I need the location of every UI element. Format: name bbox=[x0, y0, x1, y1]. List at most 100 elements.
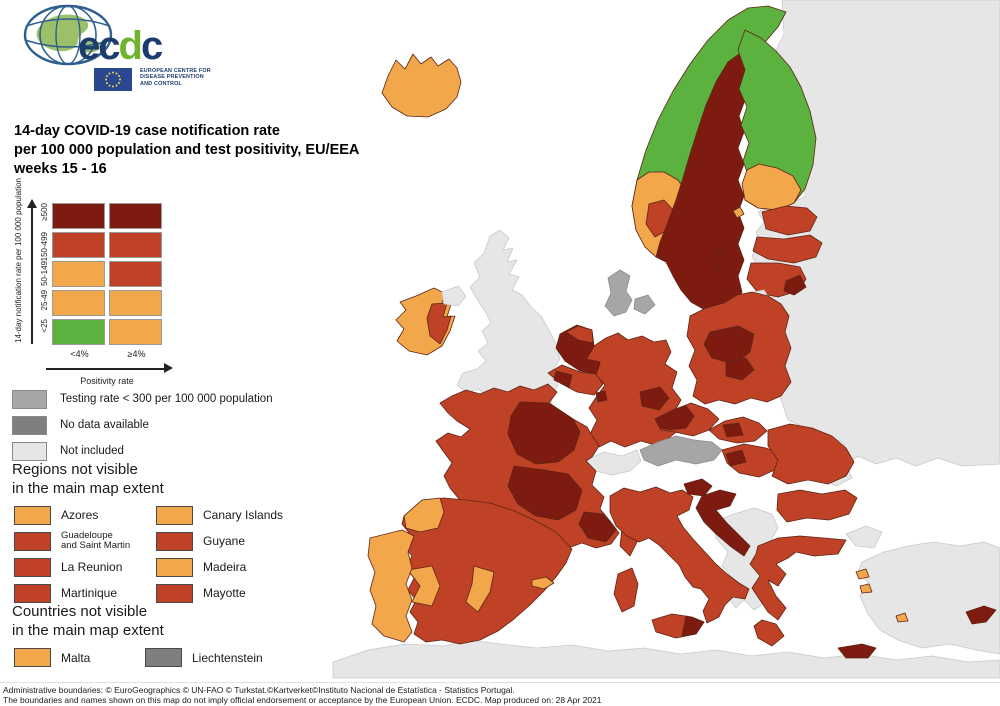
region-legend-swatch bbox=[156, 505, 193, 525]
region-legend-label: Mayotte bbox=[203, 586, 246, 600]
region-legend-swatch bbox=[14, 505, 51, 525]
map-region-belgium_west: Belgium - West bbox=[553, 370, 573, 388]
status-legend: Testing rate < 300 per 100 000 populatio… bbox=[12, 389, 273, 467]
legend-x-axis-arrow bbox=[46, 368, 166, 370]
region-legend-swatch bbox=[156, 531, 193, 551]
legend-matrix-cell bbox=[52, 290, 105, 316]
country-legend-label: Liechtenstein bbox=[192, 650, 263, 665]
status-legend-swatch bbox=[12, 415, 47, 435]
ecdc-org-name: EUROPEAN CENTRE FOR DISEASE PREVENTION A… bbox=[140, 68, 211, 87]
map-region-iceland: Iceland bbox=[381, 53, 462, 118]
map-region-france_southeast: France - Southeast bbox=[578, 511, 617, 543]
status-legend-row: Not included bbox=[12, 441, 273, 461]
status-legend-row: No data available bbox=[12, 415, 273, 435]
map-region-slovenia: Slovenia bbox=[683, 478, 713, 497]
country-legend-label: Malta bbox=[61, 650, 91, 665]
legend-x-axis-arrowhead bbox=[164, 363, 173, 373]
region-legend-label: La Reunion bbox=[61, 560, 123, 574]
region-legend-item: Madeira bbox=[156, 554, 316, 580]
status-legend-label: Testing rate < 300 per 100 000 populatio… bbox=[60, 393, 273, 405]
region-legend-swatch bbox=[156, 557, 193, 577]
map-region-italy: Italy bbox=[609, 486, 750, 624]
legend-row-label: 50-149 bbox=[40, 261, 49, 286]
map-region-sardinia: Sardinia bbox=[613, 567, 639, 613]
map-region-switzerland: Switzerland (not included) bbox=[585, 449, 642, 476]
map-region-turkey: Turkey (not included) bbox=[857, 541, 1000, 655]
map-region-austria: Austria bbox=[639, 435, 723, 467]
map-region-greece: Greece bbox=[749, 535, 847, 621]
region-legend-label: Madeira bbox=[203, 560, 247, 574]
map-region-estonia: Estonia bbox=[761, 205, 818, 236]
country-legend-item: Malta bbox=[14, 648, 90, 667]
map-region-portugal: Portugal bbox=[367, 529, 415, 643]
map-region-gotland: Gotland bbox=[714, 246, 729, 275]
region-legend-item: Canary Islands bbox=[156, 502, 316, 528]
status-legend-row: Testing rate < 300 per 100 000 populatio… bbox=[12, 389, 273, 409]
country-legend-item: Liechtenstein bbox=[145, 648, 263, 667]
region-legend-item: Guadeloupe and Saint Martin bbox=[14, 528, 156, 554]
map-region-aegean_1: Aegean island bbox=[855, 568, 870, 580]
map-footer: Administrative boundaries: © EuroGeograp… bbox=[0, 682, 1000, 706]
status-legend-label: No data available bbox=[60, 419, 149, 431]
legend-y-axis-label: 14-day notification rate per 100 000 pop… bbox=[14, 177, 23, 343]
footer-line1: Administrative boundaries: © EuroGeograp… bbox=[3, 685, 515, 695]
map-region-denmark_jutland: Denmark - Jutland bbox=[604, 269, 633, 317]
legend-matrix: 14-day notification rate per 100 000 pop… bbox=[8, 177, 218, 396]
legend-row-label: <25 bbox=[40, 319, 49, 333]
region-legend-item: Martinique bbox=[14, 580, 156, 606]
map-region-czechia_west: Czechia - West bbox=[654, 405, 695, 431]
country-legend-swatch bbox=[14, 648, 51, 667]
status-legend-swatch bbox=[12, 441, 47, 461]
legend-row-label: 150-499 bbox=[40, 232, 49, 262]
ecdc-wordmark: ecdc bbox=[78, 24, 163, 68]
footer-line2: The boundaries and names shown on this m… bbox=[3, 695, 602, 705]
map-region-france_north: France - North/Centre bbox=[507, 401, 581, 465]
map-region-cyprus: Cyprus bbox=[965, 605, 997, 625]
region-legend-item: La Reunion bbox=[14, 554, 156, 580]
region-legend-label: Canary Islands bbox=[203, 508, 284, 522]
legend-x-axis-label: Positivity rate bbox=[80, 376, 134, 386]
map-region-aland: Åland Islands bbox=[732, 206, 745, 219]
map-region-north_africa: North Africa (not included) bbox=[332, 639, 1000, 679]
map-region-bulgaria: Bulgaria bbox=[776, 489, 858, 523]
legend-matrix-cell bbox=[52, 203, 105, 229]
legend-matrix-cell bbox=[109, 232, 162, 258]
map-region-poland_central_2: Poland - South-central bbox=[725, 357, 755, 381]
map-region-finland_south: Finland - South bbox=[741, 163, 802, 211]
legend-row-label: ≥500 bbox=[40, 203, 49, 221]
map-region-galicia: Spain - Galicia bbox=[403, 497, 445, 533]
map-region-germany_east: Germany - Saxony/Thuringia bbox=[639, 386, 670, 411]
status-legend-label: Not included bbox=[60, 445, 124, 457]
map-title-line1: 14-day COVID-19 case notification rate bbox=[14, 123, 280, 139]
map-region-balearics: Balearic Islands bbox=[531, 576, 555, 590]
status-legend-swatch bbox=[12, 389, 47, 409]
countries-not-visible-heading: Countries not visible in the main map ex… bbox=[12, 603, 164, 639]
globe-icon bbox=[23, 4, 113, 66]
map-region-lithuania_se: Lithuania - Southeast bbox=[783, 274, 807, 296]
regions-not-visible-heading: Regions not visible in the main map exte… bbox=[12, 461, 164, 497]
legend-matrix-cell bbox=[52, 261, 105, 287]
map-region-aegean_2: Aegean island bbox=[859, 583, 873, 594]
map-region-hungary_west: Hungary - West bbox=[725, 449, 747, 467]
legend-matrix-cell bbox=[109, 261, 162, 287]
map-title: 14-day COVID-19 case notification rate p… bbox=[14, 122, 359, 179]
legend-row-label: 25-49 bbox=[40, 290, 49, 311]
map-region-crete: Crete bbox=[837, 643, 877, 659]
region-legend-label: Azores bbox=[61, 508, 99, 522]
map-region-slovakia_central: Slovakia - Central bbox=[722, 422, 744, 438]
map-region-turkey_thrace: Turkey - Thrace (not included) bbox=[845, 525, 883, 549]
map-region-sicily_east: Sicily - East bbox=[681, 615, 705, 637]
region-legend-label: Martinique bbox=[61, 586, 118, 600]
map-region-poland_central_1: Poland - Central bbox=[703, 325, 755, 365]
region-legend-swatch bbox=[14, 583, 51, 603]
region-legend-item: Azores bbox=[14, 502, 156, 528]
region-legend-label: Guadeloupe and Saint Martin bbox=[61, 529, 131, 551]
map-title-line3: weeks 15 - 16 bbox=[14, 161, 107, 177]
legend-col-label-low: <4% bbox=[70, 349, 89, 359]
map-region-denmark_islands: Denmark - Islands bbox=[633, 294, 656, 315]
map-region-croatia: Croatia bbox=[695, 489, 751, 557]
legend-matrix-cell bbox=[109, 203, 162, 229]
legend-col-label-high: ≥4% bbox=[127, 349, 146, 359]
map-region-ireland_east: Ireland - East bbox=[426, 302, 452, 345]
